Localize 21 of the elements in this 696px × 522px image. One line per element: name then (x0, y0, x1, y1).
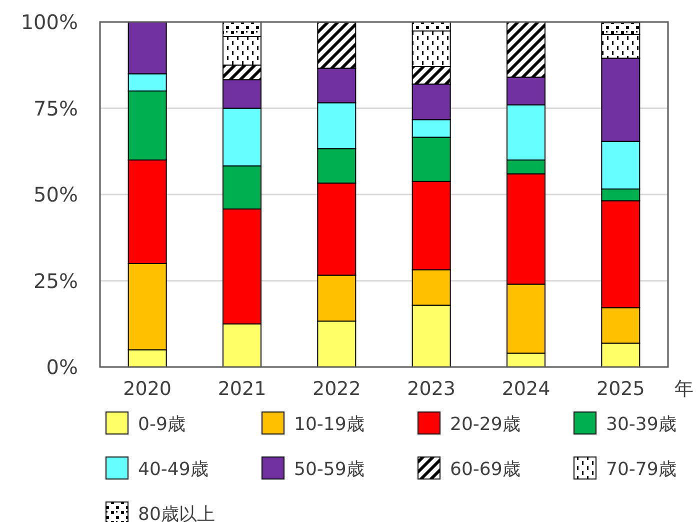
legend-label: 20-29歳 (450, 414, 520, 435)
y-tick-label: 0% (46, 355, 78, 379)
legend-label: 50-59歳 (294, 459, 364, 480)
legend-label: 70-79歳 (606, 459, 676, 480)
x-tick-label: 2025 (596, 378, 645, 400)
y-tick-label: 75% (34, 96, 78, 120)
legend-label: 40-49歳 (138, 459, 208, 480)
x-tick-label: 2024 (502, 378, 550, 400)
legend-label: 30-39歳 (606, 414, 676, 435)
y-tick-label: 25% (34, 268, 78, 293)
x-tick-label: 2020 (123, 378, 172, 400)
x-tick-label: 2022 (312, 378, 361, 400)
x-tick-label: 2021 (218, 378, 266, 400)
legend-label: 0-9歳 (138, 414, 186, 435)
y-tick-label: 50% (34, 182, 78, 206)
x-axis-title: 年 (674, 378, 694, 400)
x-tick-label: 2023 (407, 378, 456, 400)
legend-label: 80歳以上 (138, 504, 215, 522)
legend-label: 10-19歳 (294, 414, 364, 435)
y-tick-label: 100% (20, 10, 78, 34)
legend-label: 60-69歳 (450, 459, 520, 480)
